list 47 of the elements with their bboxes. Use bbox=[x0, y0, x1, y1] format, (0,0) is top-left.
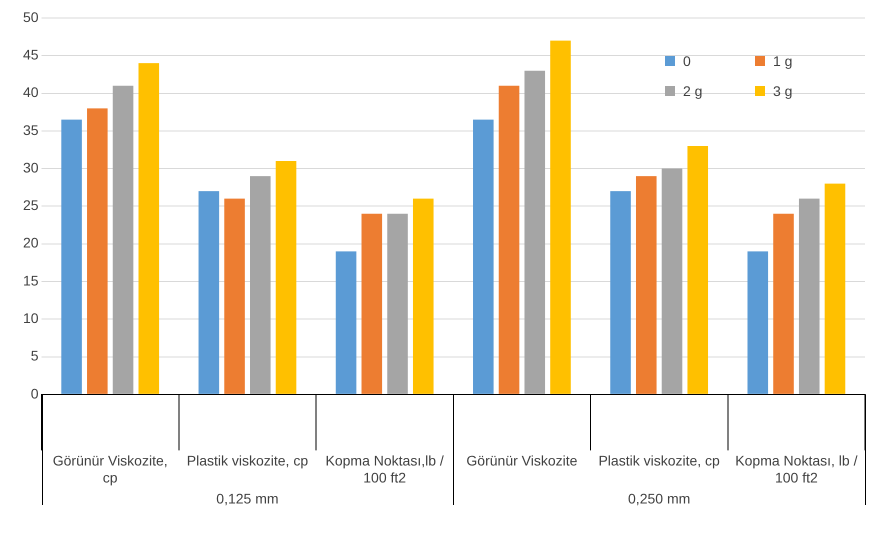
bar bbox=[747, 251, 768, 394]
bar bbox=[250, 176, 271, 394]
bar bbox=[387, 214, 408, 394]
bar bbox=[412, 198, 434, 394]
bar bbox=[362, 214, 382, 394]
y-tick-label: 15 bbox=[22, 272, 39, 288]
bar bbox=[112, 86, 134, 394]
bar bbox=[473, 120, 494, 394]
bar bbox=[224, 198, 245, 394]
y-tick-label: 25 bbox=[22, 197, 39, 214]
x-tick-label: Kopma Noktası, lb / 100 ft2 bbox=[735, 452, 858, 486]
x-tick-label: Görünür Viskozite, cp bbox=[52, 452, 168, 486]
x-tick-label: Plastik viskozite, cp bbox=[186, 452, 308, 469]
y-tick-label: 40 bbox=[22, 84, 39, 100]
y-tick-label: 35 bbox=[22, 122, 39, 138]
bar bbox=[610, 191, 631, 394]
text: 0,125 mm bbox=[216, 490, 279, 506]
bar bbox=[824, 184, 846, 394]
y-tick-label: 30 bbox=[22, 159, 39, 176]
bar bbox=[138, 63, 160, 394]
bar bbox=[198, 191, 220, 394]
bar bbox=[636, 176, 657, 394]
bar bbox=[87, 108, 108, 394]
bar bbox=[687, 146, 708, 394]
bar bbox=[276, 161, 296, 394]
x-tick-label: Görünür Viskozite bbox=[466, 452, 578, 469]
text: 0,250 mm bbox=[628, 490, 690, 506]
y-tick-label: 20 bbox=[22, 234, 39, 251]
y-tick-label: 50 bbox=[22, 8, 39, 25]
y-tick-label: 45 bbox=[22, 46, 39, 62]
bar bbox=[524, 70, 546, 394]
bar bbox=[773, 214, 794, 394]
legend-label: 0 bbox=[683, 53, 691, 69]
bar bbox=[336, 251, 356, 394]
x-tick-label: Kopma Noktası,lb / 100 ft2 bbox=[326, 452, 444, 486]
y-tick-label: 5 bbox=[30, 348, 39, 364]
y-tick-label: 10 bbox=[22, 310, 39, 326]
legend-label: 2 g bbox=[683, 83, 702, 99]
bar bbox=[550, 40, 571, 394]
bar bbox=[798, 198, 820, 394]
bar bbox=[662, 168, 682, 394]
legend-label: 1 g bbox=[773, 53, 792, 69]
bar bbox=[61, 120, 82, 394]
x-tick-label: Plastik viskozite, cp bbox=[598, 452, 720, 469]
legend-label: 3 g bbox=[773, 83, 792, 99]
bar bbox=[498, 86, 520, 394]
y-tick-label: 0 bbox=[30, 385, 39, 402]
